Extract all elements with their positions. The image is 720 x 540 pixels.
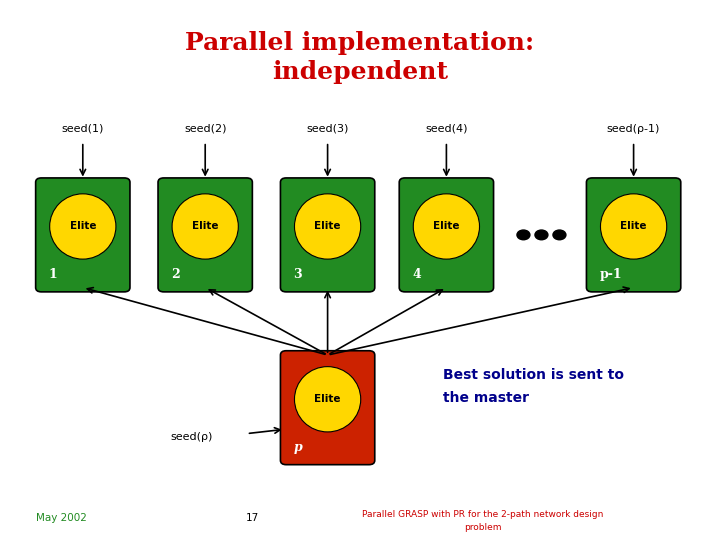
Text: 17: 17 [246,514,258,523]
Text: p: p [294,441,302,454]
FancyBboxPatch shape [281,178,374,292]
Circle shape [517,230,530,240]
FancyBboxPatch shape [399,178,494,292]
FancyBboxPatch shape [281,351,374,464]
Text: Elite: Elite [433,221,459,232]
Text: Parallel implementation:: Parallel implementation: [186,31,534,55]
Text: p-1: p-1 [599,268,622,281]
Ellipse shape [600,194,667,259]
FancyBboxPatch shape [587,178,681,292]
FancyBboxPatch shape [158,178,252,292]
Text: independent: independent [272,60,448,84]
Text: seed(2): seed(2) [184,124,227,134]
Text: Parallel GRASP with PR for the 2-path network design
problem: Parallel GRASP with PR for the 2-path ne… [361,510,603,532]
Text: seed(ρ): seed(ρ) [170,433,212,442]
Text: seed(1): seed(1) [62,124,104,134]
Text: May 2002: May 2002 [36,514,87,523]
Text: Elite: Elite [621,221,647,232]
Text: Elite: Elite [192,221,218,232]
Text: seed(4): seed(4) [425,124,468,134]
Text: 4: 4 [412,268,421,281]
FancyBboxPatch shape [36,178,130,292]
Text: seed(ρ-1): seed(ρ-1) [607,124,660,134]
Ellipse shape [294,194,361,259]
Ellipse shape [294,367,361,432]
Circle shape [553,230,566,240]
Text: seed(3): seed(3) [307,124,348,134]
Text: Elite: Elite [70,221,96,232]
Ellipse shape [413,194,480,259]
Ellipse shape [172,194,238,259]
Text: Elite: Elite [315,394,341,404]
Ellipse shape [50,194,116,259]
Circle shape [535,230,548,240]
Text: 1: 1 [49,268,58,281]
Text: Best solution is sent to
the master: Best solution is sent to the master [443,368,624,404]
Text: 3: 3 [294,268,302,281]
Text: Elite: Elite [315,221,341,232]
Text: 2: 2 [171,268,180,281]
